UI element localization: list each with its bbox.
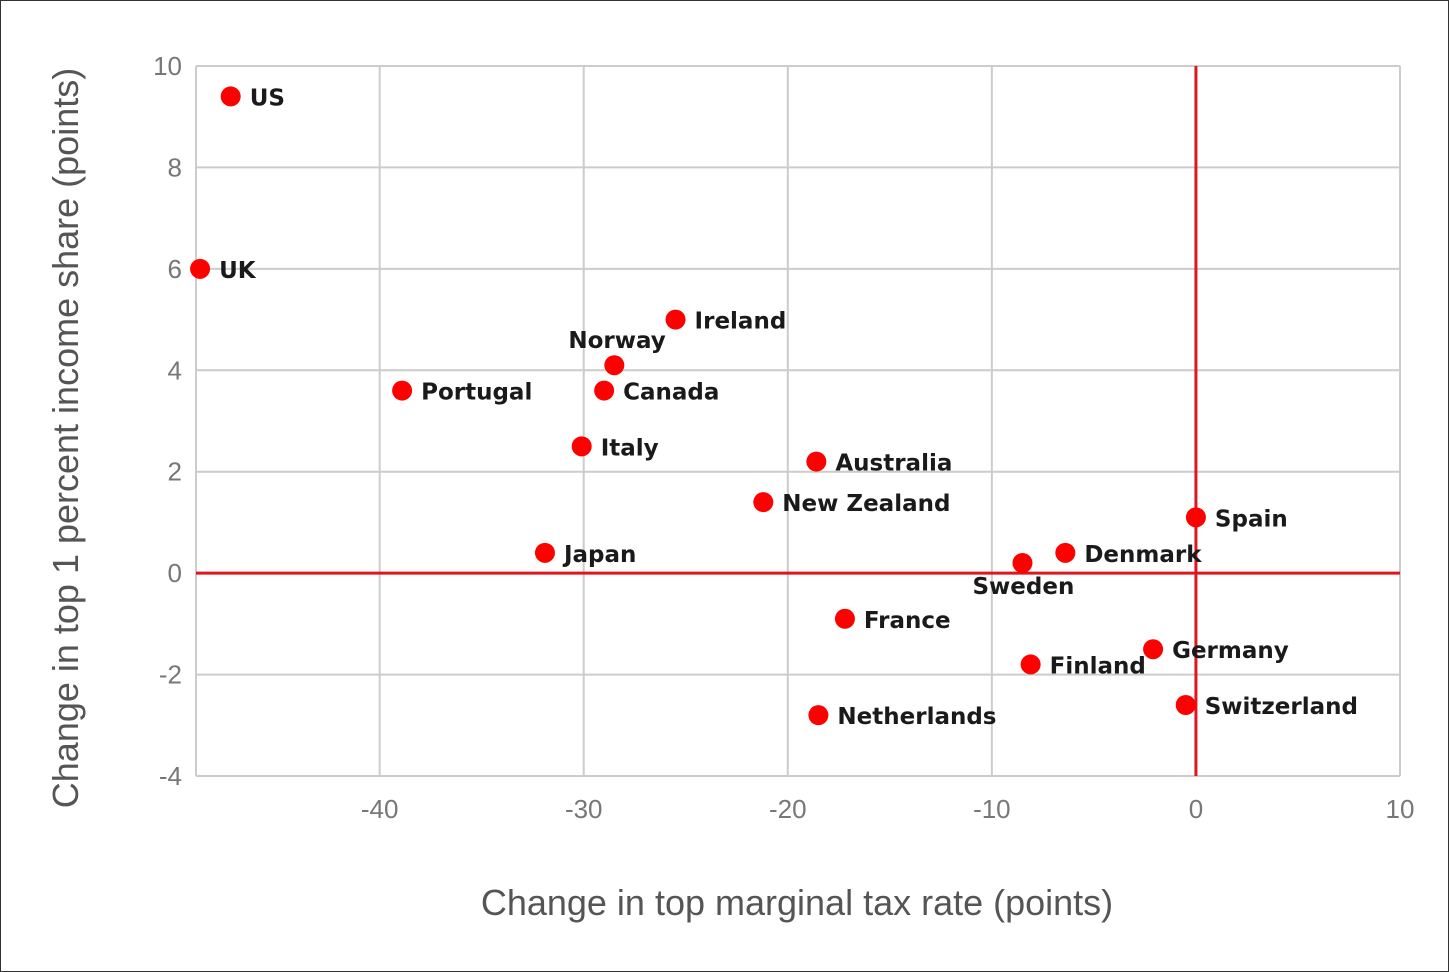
data-point <box>1055 542 1076 563</box>
point-label: Finland <box>1050 653 1146 679</box>
y-tick-label: 4 <box>168 355 182 385</box>
y-tick-label: 10 <box>153 51 182 81</box>
data-point <box>806 451 827 472</box>
point-label: France <box>864 608 951 634</box>
y-tick-label: -2 <box>159 660 182 690</box>
x-tick-label: 10 <box>1386 794 1415 824</box>
x-tick-label: -10 <box>973 794 1011 824</box>
y-axis-title: Change in top 1 percent income share (po… <box>45 68 86 808</box>
reference-lines <box>196 66 1400 776</box>
data-point <box>534 542 555 563</box>
data-point <box>1143 639 1164 660</box>
point-label: Italy <box>601 435 659 461</box>
y-tick-label: 0 <box>168 558 182 588</box>
point-label: Norway <box>568 328 665 354</box>
y-tick-labels: -4 -2 0 2 4 6 8 10 <box>153 51 182 791</box>
y-tick-label: -4 <box>159 761 182 791</box>
data-point <box>1175 695 1196 715</box>
y-tick-label: 2 <box>168 457 182 487</box>
point-label: US <box>250 85 285 111</box>
x-tick-labels: -40 -30 -20 -10 0 10 <box>361 794 1415 824</box>
point-label: Canada <box>623 380 719 406</box>
x-tick-label: -20 <box>769 794 807 824</box>
point-label: Sweden <box>972 574 1074 600</box>
point-labels: US UK Ireland Norway Portugal Canada Italy Aust… <box>219 85 1358 730</box>
data-point <box>1185 507 1206 528</box>
point-label: UK <box>219 258 257 284</box>
data-points <box>190 86 1206 726</box>
point-label: Australia <box>835 451 952 477</box>
x-tick-label: -30 <box>565 794 603 824</box>
point-label: Netherlands <box>837 704 996 730</box>
data-point <box>571 436 592 457</box>
point-label: Denmark <box>1084 542 1202 568</box>
data-point <box>753 492 774 513</box>
y-tick-label: 6 <box>168 254 182 284</box>
point-label: Switzerland <box>1205 694 1358 720</box>
data-point <box>604 355 625 376</box>
x-tick-label: 0 <box>1189 794 1203 824</box>
data-point <box>190 258 211 279</box>
data-point <box>594 380 615 401</box>
x-axis-title: Change in top marginal tax rate (points) <box>481 882 1113 923</box>
y-tick-label: 8 <box>168 152 182 182</box>
data-point <box>220 86 241 107</box>
point-label: Portugal <box>421 380 532 406</box>
grid-lines <box>195 65 1401 777</box>
point-label: New Zealand <box>782 491 950 517</box>
data-point <box>665 309 686 330</box>
point-label: Germany <box>1172 638 1289 664</box>
point-label: Japan <box>562 542 636 568</box>
data-point <box>834 608 855 629</box>
data-point <box>1020 654 1041 675</box>
x-tick-label: -40 <box>361 794 399 824</box>
data-point <box>392 380 413 401</box>
point-label: Spain <box>1215 506 1288 532</box>
data-point <box>1012 553 1033 573</box>
data-point <box>808 705 829 726</box>
point-label: Ireland <box>695 309 787 335</box>
